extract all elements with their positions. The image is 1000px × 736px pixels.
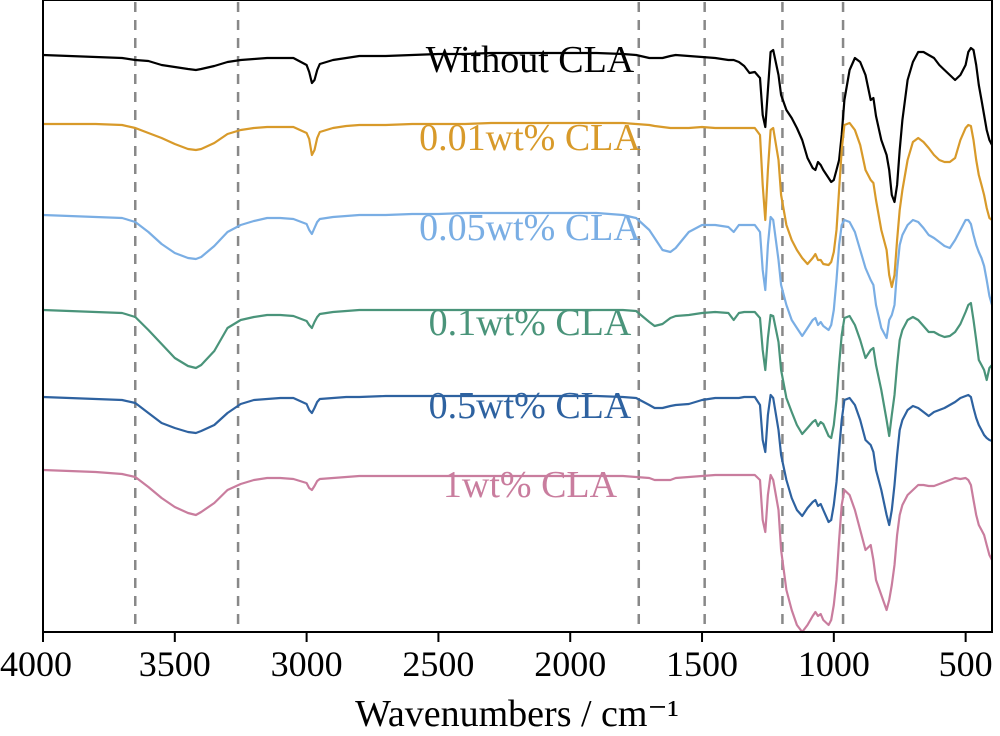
x-tick-label: 2000	[534, 644, 606, 684]
x-tick-label: 2500	[402, 644, 474, 684]
spectra-lines	[42, 46, 994, 634]
x-tick-label: 3500	[139, 644, 211, 684]
x-tick-label: 4000	[0, 644, 72, 684]
series-label: 0.1wt% CLA	[429, 302, 632, 344]
series-label: 0.05wt% CLA	[419, 207, 641, 249]
series-line	[42, 468, 993, 634]
x-tick-label: 1500	[666, 644, 738, 684]
series-label: 0.5wt% CLA	[429, 385, 632, 427]
legend-labels: Without CLA 0.01wt% CLA 0.05wt% CLA 0.1wt% …	[419, 39, 641, 506]
series-line	[43, 121, 993, 289]
x-tick-label: 1000	[798, 644, 870, 684]
plot-frame	[42, 0, 993, 633]
series-label: Without CLA	[426, 39, 635, 81]
series-label: 1wt% CLA	[443, 464, 618, 506]
series-line	[42, 211, 994, 340]
series-label: 0.01wt% CLA	[419, 117, 641, 159]
x-axis-ticks: 4000 3500 3000 2500 2000 1500 1000 500	[0, 632, 993, 684]
series-line	[42, 46, 993, 204]
series-line	[42, 301, 993, 440]
x-tick-label: 500	[939, 644, 993, 684]
x-axis-title: Wavenumbers / cm⁻¹	[355, 693, 679, 735]
series-line	[42, 393, 993, 527]
x-tick-label: 3000	[271, 644, 343, 684]
reference-lines	[134, 2, 845, 630]
